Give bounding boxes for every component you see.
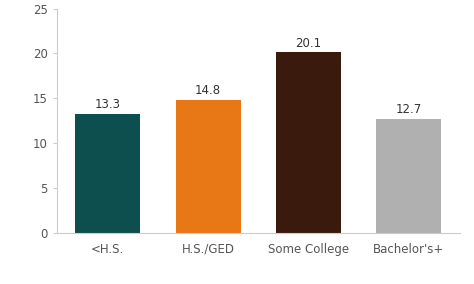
Bar <box>376 119 441 233</box>
Text: 12.7: 12.7 <box>396 103 422 116</box>
Bar <box>75 114 140 233</box>
Bar <box>276 53 341 233</box>
Bar <box>175 100 241 233</box>
Text: 20.1: 20.1 <box>295 37 321 50</box>
Text: 14.8: 14.8 <box>195 84 221 97</box>
Text: 13.3: 13.3 <box>95 98 121 111</box>
